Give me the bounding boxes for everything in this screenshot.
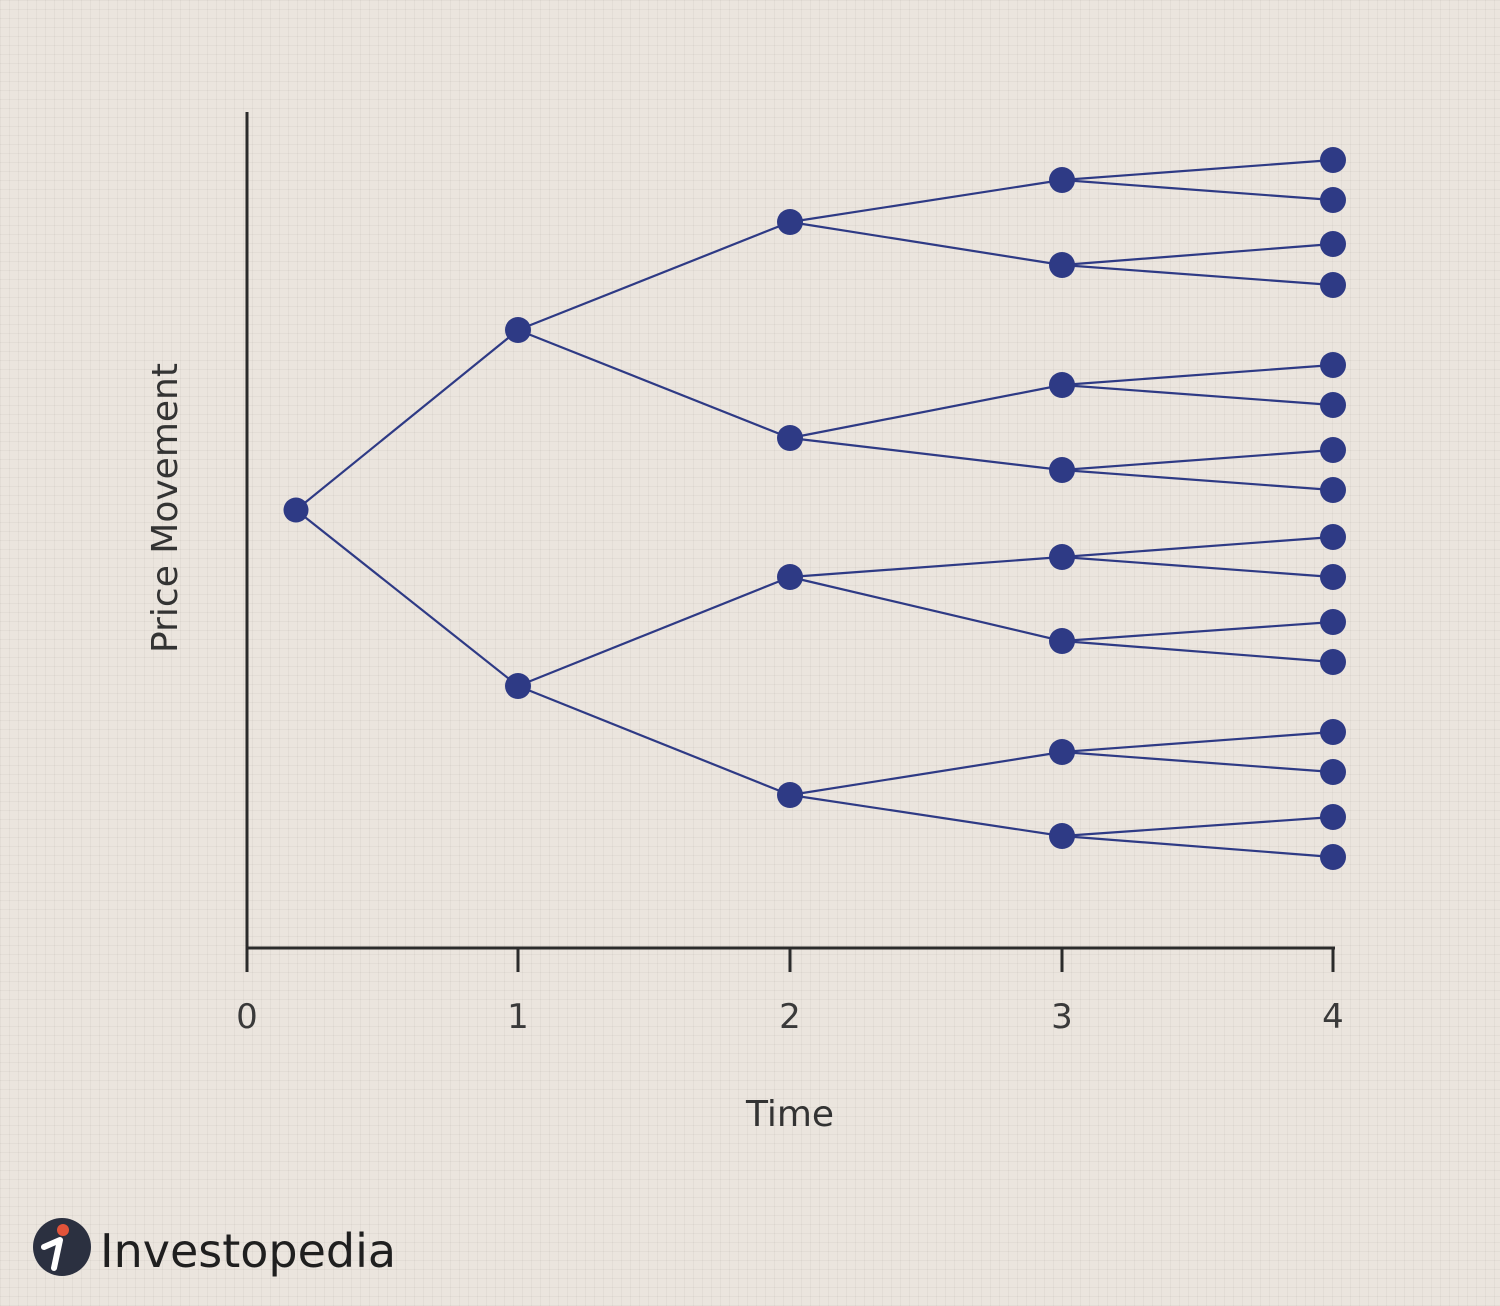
- y-axis-title: Price Movement: [145, 363, 186, 653]
- tree-edge-2-0-down: [789, 220, 1063, 267]
- tree-node-3-7: [1049, 823, 1075, 849]
- tree-edge-3-3-down: [1061, 468, 1334, 492]
- tree-node-3-4: [1049, 544, 1075, 570]
- brand-name: Investopedia: [100, 1224, 396, 1278]
- tree-node-4-0: [1320, 147, 1346, 173]
- tree-node-3-3: [1049, 457, 1075, 483]
- tree-edge-3-5-down: [1061, 639, 1334, 664]
- tree-edge-0-0-up: [295, 329, 519, 511]
- tree-edge-3-5-up: [1061, 620, 1334, 643]
- tree-node-3-5: [1049, 628, 1075, 654]
- tree-edge-3-7-down: [1061, 834, 1334, 859]
- tree-edge-2-0-up: [789, 178, 1063, 224]
- tree-node-2-2: [777, 564, 803, 590]
- tree-edge-3-1-up: [1061, 242, 1334, 267]
- tree-edge-2-1-down: [789, 436, 1063, 472]
- tree-node-4-6: [1320, 437, 1346, 463]
- tree-node-4-5: [1320, 392, 1346, 418]
- tree-node-4-12: [1320, 719, 1346, 745]
- tree-node-4-4: [1320, 352, 1346, 378]
- tree-node-4-1: [1320, 187, 1346, 213]
- x-tick-label-1: 1: [507, 997, 529, 1037]
- x-tick-labels: 0 1 2 3 4: [236, 997, 1344, 1037]
- tree-node-2-0: [777, 209, 803, 235]
- tree-node-3-2: [1049, 372, 1075, 398]
- tree-edge-1-0-up: [517, 220, 791, 332]
- tree-node-3-1: [1049, 252, 1075, 278]
- tree-nodes: [283, 147, 1346, 870]
- tree-node-4-9: [1320, 564, 1346, 590]
- tree-node-0-0: [283, 497, 309, 523]
- tree-edge-3-4-up: [1061, 535, 1334, 559]
- tree-node-2-3: [777, 782, 803, 808]
- tree-node-4-8: [1320, 524, 1346, 550]
- tree-edge-1-1-up: [517, 575, 791, 688]
- tree-edge-2-1-up: [789, 383, 1063, 440]
- tree-edge-1-0-down: [517, 328, 791, 440]
- x-tick-label-2: 2: [779, 997, 801, 1037]
- tree-edge-3-0-up: [1061, 158, 1334, 182]
- tree-node-4-10: [1320, 609, 1346, 635]
- tree-edge-2-3-down: [789, 793, 1063, 838]
- tree-edge-3-3-up: [1061, 448, 1334, 472]
- tree-edge-3-2-up: [1061, 363, 1334, 387]
- tree-edge-3-7-up: [1061, 815, 1334, 838]
- tree-node-3-6: [1049, 739, 1075, 765]
- tree-node-4-14: [1320, 804, 1346, 830]
- x-tick-label-0: 0: [236, 997, 258, 1037]
- tree-edge-3-2-down: [1061, 383, 1334, 407]
- tree-node-1-1: [505, 673, 531, 699]
- tree-edge-3-4-down: [1061, 555, 1334, 579]
- investopedia-logo-icon: [33, 1218, 91, 1276]
- tree-edge-2-2-up: [789, 555, 1063, 579]
- tree-node-4-7: [1320, 477, 1346, 503]
- tree-node-4-3: [1320, 272, 1346, 298]
- tree-node-4-15: [1320, 844, 1346, 870]
- tree-node-1-0: [505, 317, 531, 343]
- axes: [245, 112, 1335, 972]
- x-tick-label-4: 4: [1322, 997, 1344, 1037]
- tree-edge-3-1-down: [1061, 263, 1334, 287]
- tree-node-4-2: [1320, 231, 1346, 257]
- tree-edge-3-6-down: [1061, 750, 1334, 774]
- tree-node-4-11: [1320, 649, 1346, 675]
- tree-edge-2-3-up: [789, 750, 1063, 797]
- x-axis-title: Time: [745, 1094, 834, 1135]
- tree-edge-3-0-down: [1061, 178, 1334, 202]
- tree-node-4-13: [1320, 759, 1346, 785]
- tree-node-3-0: [1049, 167, 1075, 193]
- tree-edges: [295, 158, 1334, 859]
- tree-node-2-1: [777, 425, 803, 451]
- tree-edge-3-6-up: [1061, 730, 1334, 754]
- investopedia-logo: Investopedia: [33, 1218, 396, 1278]
- tree-edge-2-2-down: [789, 575, 1063, 643]
- tree-edge-0-0-down: [295, 509, 519, 687]
- x-tick-label-3: 3: [1051, 997, 1073, 1037]
- tree-edge-1-1-down: [517, 684, 791, 797]
